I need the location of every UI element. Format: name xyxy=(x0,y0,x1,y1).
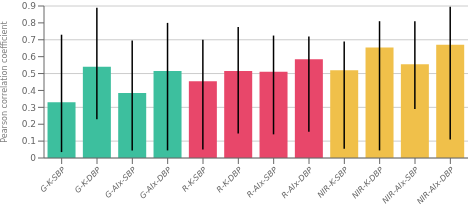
svg-text:G-AIx-DBP: G-AIx-DBP xyxy=(138,165,173,200)
svg-text:0.3: 0.3 xyxy=(22,103,36,113)
svg-text:NIR-AIx-DBP: NIR-AIx-DBP xyxy=(415,165,456,204)
svg-text:0.4: 0.4 xyxy=(22,86,37,96)
svg-text:0.1: 0.1 xyxy=(22,136,36,146)
svg-text:0: 0 xyxy=(30,153,36,163)
svg-text:R-AIx-DBP: R-AIx-DBP xyxy=(280,165,315,200)
svg-text:G-K-SBP: G-K-SBP xyxy=(38,165,67,194)
svg-text:0.9: 0.9 xyxy=(22,1,37,11)
svg-text:NIR-AIx-SBP: NIR-AIx-SBP xyxy=(381,165,421,204)
svg-text:G-AIx-SBP: G-AIx-SBP xyxy=(103,165,138,200)
svg-text:0.7: 0.7 xyxy=(22,35,36,45)
svg-text:G-K-DBP: G-K-DBP xyxy=(73,165,103,195)
svg-text:NIR-K-SBP: NIR-K-SBP xyxy=(316,165,350,199)
svg-text:R-K-DBP: R-K-DBP xyxy=(215,165,244,194)
svg-text:0.8: 0.8 xyxy=(22,18,37,28)
svg-text:Pearson correlation coefficien: Pearson correlation coefficient xyxy=(8,21,9,143)
svg-text:0.6: 0.6 xyxy=(22,52,37,62)
svg-text:0.2: 0.2 xyxy=(22,119,36,129)
svg-text:R-K-SBP: R-K-SBP xyxy=(180,165,209,194)
svg-text:NIR-K-DBP: NIR-K-DBP xyxy=(350,165,385,200)
svg-text:R-AIx-SBP: R-AIx-SBP xyxy=(245,165,279,199)
svg-text:0.5: 0.5 xyxy=(22,69,36,79)
